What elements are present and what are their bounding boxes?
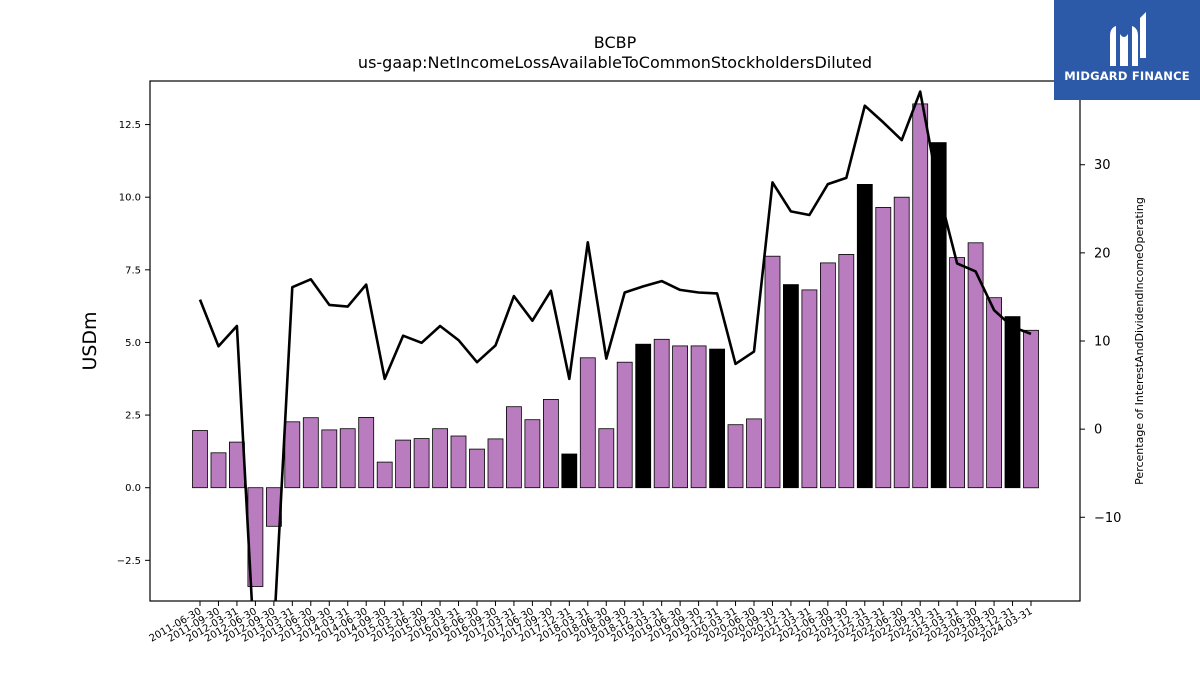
bar	[1023, 329, 1039, 489]
bar	[395, 439, 412, 489]
bar	[505, 406, 522, 489]
bar	[986, 297, 1002, 489]
bar	[727, 424, 744, 489]
bar	[856, 183, 873, 489]
bar	[579, 357, 596, 489]
bar	[543, 398, 559, 489]
y-tick-label: −2.5	[117, 556, 141, 567]
bar	[228, 441, 245, 489]
bar	[690, 345, 707, 489]
bar	[561, 453, 578, 489]
bar	[912, 103, 929, 489]
bar	[838, 253, 855, 489]
bar	[653, 338, 670, 489]
bar	[746, 418, 762, 489]
bar	[949, 257, 965, 489]
bar	[524, 419, 541, 489]
midgard-logo-icon	[1110, 12, 1146, 66]
y-axis-label: USDm	[79, 311, 101, 370]
y-tick-label: 7.5	[125, 265, 141, 276]
x-axis: 2011-06-302011-09-302012-03-312012-06-30…	[148, 601, 1035, 645]
bar	[875, 206, 892, 489]
bar	[339, 428, 356, 489]
bar	[413, 438, 430, 489]
bar	[469, 448, 485, 489]
bar	[302, 417, 319, 489]
bar	[376, 461, 393, 489]
bar	[450, 435, 467, 489]
y2-tick-label: 20	[1094, 246, 1111, 261]
bar	[801, 289, 818, 489]
bar	[820, 262, 836, 489]
y2-axis-label: Percentage of InterestAndDividendIncomeO…	[1133, 197, 1146, 485]
bar	[284, 421, 301, 489]
series-line	[198, 90, 1032, 601]
y2-tick-label: 30	[1094, 158, 1111, 173]
bar	[930, 142, 947, 489]
bar	[967, 242, 984, 489]
bar	[358, 416, 375, 489]
bar-layer	[192, 103, 1039, 587]
bar	[1004, 316, 1021, 489]
bar	[783, 284, 799, 489]
chart-title: BCBP	[594, 33, 637, 52]
bar	[487, 438, 504, 489]
y2-tick-label: 0	[1094, 423, 1102, 438]
y-tick-label: 10.0	[119, 193, 141, 204]
bar	[635, 343, 652, 489]
bar	[432, 428, 449, 489]
bar	[672, 345, 688, 489]
bar	[764, 255, 781, 489]
y-tick-label: 2.5	[125, 411, 141, 422]
midgard-finance-logo: MIDGARD FINANCE	[1054, 0, 1200, 100]
y2-tick-label: −10	[1094, 511, 1121, 526]
bar	[192, 430, 208, 489]
bar	[210, 452, 227, 489]
y2-axis: −10 0 10 20 30	[1080, 158, 1121, 526]
y-tick-label: 0.0	[125, 483, 141, 494]
y-axis: −2.5 0.0 2.5 5.0 7.5 10.0 12.5	[117, 120, 150, 567]
y-tick-label: 12.5	[119, 120, 141, 131]
line-layer	[198, 90, 1032, 601]
y2-tick-label: 10	[1094, 335, 1111, 350]
logo-text: MIDGARD FINANCE	[1064, 69, 1190, 83]
bar	[709, 348, 725, 489]
bar	[321, 429, 338, 489]
y-tick-label: 5.0	[125, 338, 141, 349]
bar	[893, 196, 910, 489]
chart-subtitle: us-gaap:NetIncomeLossAvailableToCommonSt…	[358, 53, 872, 72]
bar	[616, 361, 633, 489]
bar	[598, 428, 615, 489]
